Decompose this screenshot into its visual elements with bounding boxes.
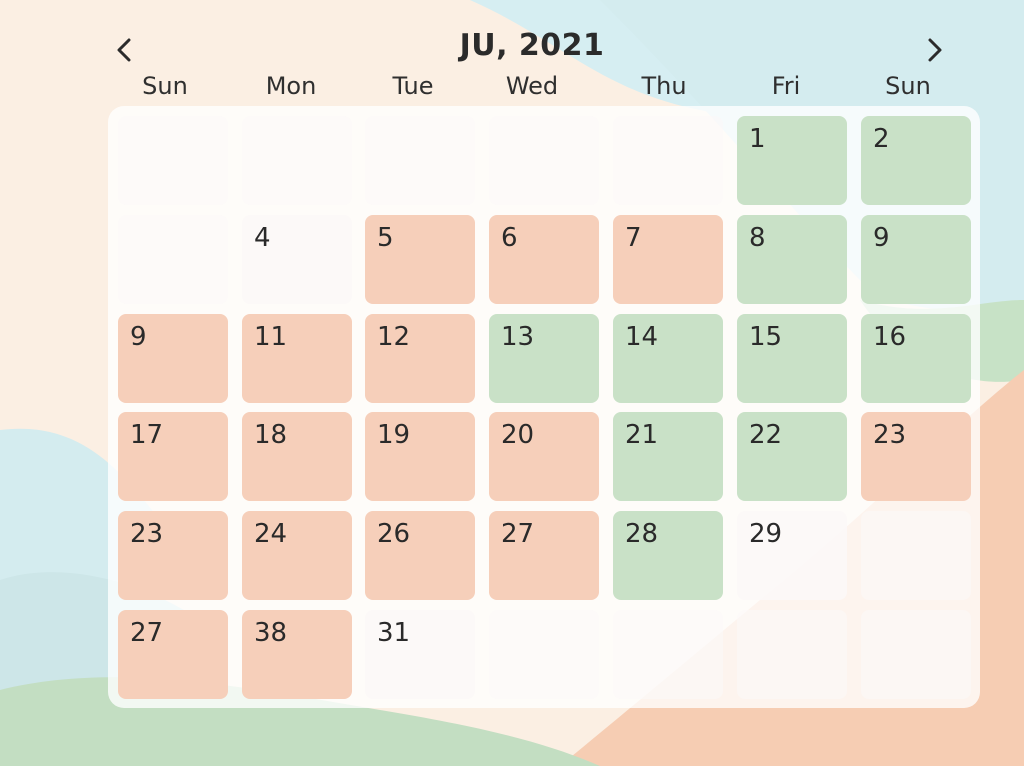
day-cell[interactable]: 21 [613, 412, 723, 501]
chevron-right-icon [928, 38, 942, 62]
day-cell[interactable]: 38 [242, 610, 352, 699]
day-cell[interactable]: 8 [737, 215, 847, 304]
day-number: 31 [377, 618, 411, 648]
empty-day-cell [737, 610, 847, 699]
empty-day-cell [242, 116, 352, 205]
day-number: 14 [625, 322, 659, 352]
chevron-left-icon [117, 38, 131, 62]
month-title: JU, 2021 [459, 28, 605, 63]
calendar-grid: 1 2 4 5 6 7 8 9 9 11 12 13 14 15 16 17 18 19 20 21 22 23 23 24 2… [108, 106, 980, 708]
day-number: 23 [130, 519, 164, 549]
day-cell[interactable]: 18 [242, 412, 352, 501]
day-number: 17 [130, 420, 164, 450]
day-cell[interactable]: 31 [365, 610, 475, 699]
day-number: 38 [254, 618, 288, 648]
day-cell[interactable]: 1 [737, 116, 847, 205]
day-number: 16 [873, 322, 907, 352]
day-number: 24 [254, 519, 288, 549]
day-number: 7 [625, 223, 642, 253]
day-cell[interactable]: 17 [118, 412, 228, 501]
day-cell[interactable]: 20 [489, 412, 599, 501]
day-cell[interactable]: 14 [613, 314, 723, 403]
day-number: 9 [873, 223, 890, 253]
day-cell[interactable]: 4 [242, 215, 352, 304]
empty-day-cell [861, 610, 971, 699]
weekday-header: Thu [641, 72, 687, 100]
day-number: 26 [377, 519, 411, 549]
day-cell[interactable]: 7 [613, 215, 723, 304]
weekday-header: Sun [885, 72, 931, 100]
empty-day-cell [365, 116, 475, 205]
day-number: 20 [501, 420, 535, 450]
day-cell[interactable]: 24 [242, 511, 352, 600]
day-number: 18 [254, 420, 288, 450]
day-cell[interactable]: 28 [613, 511, 723, 600]
empty-day-cell [613, 116, 723, 205]
empty-day-cell [613, 610, 723, 699]
weekday-header: Mon [265, 72, 317, 100]
day-cell[interactable]: 23 [118, 511, 228, 600]
prev-month-button[interactable] [104, 30, 144, 70]
day-number: 27 [501, 519, 535, 549]
empty-day-cell [489, 116, 599, 205]
day-number: 2 [873, 124, 890, 154]
day-cell[interactable]: 13 [489, 314, 599, 403]
day-number: 23 [873, 420, 907, 450]
day-number: 22 [749, 420, 783, 450]
day-cell[interactable]: 26 [365, 511, 475, 600]
day-cell[interactable]: 5 [365, 215, 475, 304]
day-cell[interactable]: 9 [861, 215, 971, 304]
day-number: 4 [254, 223, 271, 253]
empty-day-cell [118, 215, 228, 304]
day-cell[interactable]: 27 [489, 511, 599, 600]
day-cell[interactable]: 11 [242, 314, 352, 403]
weekday-header: Wed [505, 72, 559, 100]
weekday-header: Sun [142, 72, 188, 100]
day-cell[interactable]: 23 [861, 412, 971, 501]
day-number: 12 [377, 322, 411, 352]
day-cell[interactable]: 2 [861, 116, 971, 205]
day-number: 28 [625, 519, 659, 549]
day-number: 8 [749, 223, 766, 253]
day-number: 5 [377, 223, 394, 253]
empty-day-cell [861, 511, 971, 600]
day-cell[interactable]: 6 [489, 215, 599, 304]
day-number: 9 [130, 322, 147, 352]
empty-day-cell [489, 610, 599, 699]
day-number: 13 [501, 322, 535, 352]
day-number: 6 [501, 223, 518, 253]
day-number: 29 [749, 519, 783, 549]
day-cell[interactable]: 22 [737, 412, 847, 501]
next-month-button[interactable] [915, 30, 955, 70]
day-cell[interactable]: 15 [737, 314, 847, 403]
day-cell[interactable]: 27 [118, 610, 228, 699]
weekday-header: Tue [392, 72, 434, 100]
day-number: 21 [625, 420, 659, 450]
empty-day-cell [118, 116, 228, 205]
day-number: 1 [749, 124, 766, 154]
day-number: 27 [130, 618, 164, 648]
day-number: 15 [749, 322, 783, 352]
day-cell[interactable]: 9 [118, 314, 228, 403]
day-number: 19 [377, 420, 411, 450]
day-cell[interactable]: 29 [737, 511, 847, 600]
day-cell[interactable]: 12 [365, 314, 475, 403]
weekday-header: Fri [771, 72, 801, 100]
day-number: 11 [254, 322, 288, 352]
day-cell[interactable]: 19 [365, 412, 475, 501]
day-cell[interactable]: 16 [861, 314, 971, 403]
